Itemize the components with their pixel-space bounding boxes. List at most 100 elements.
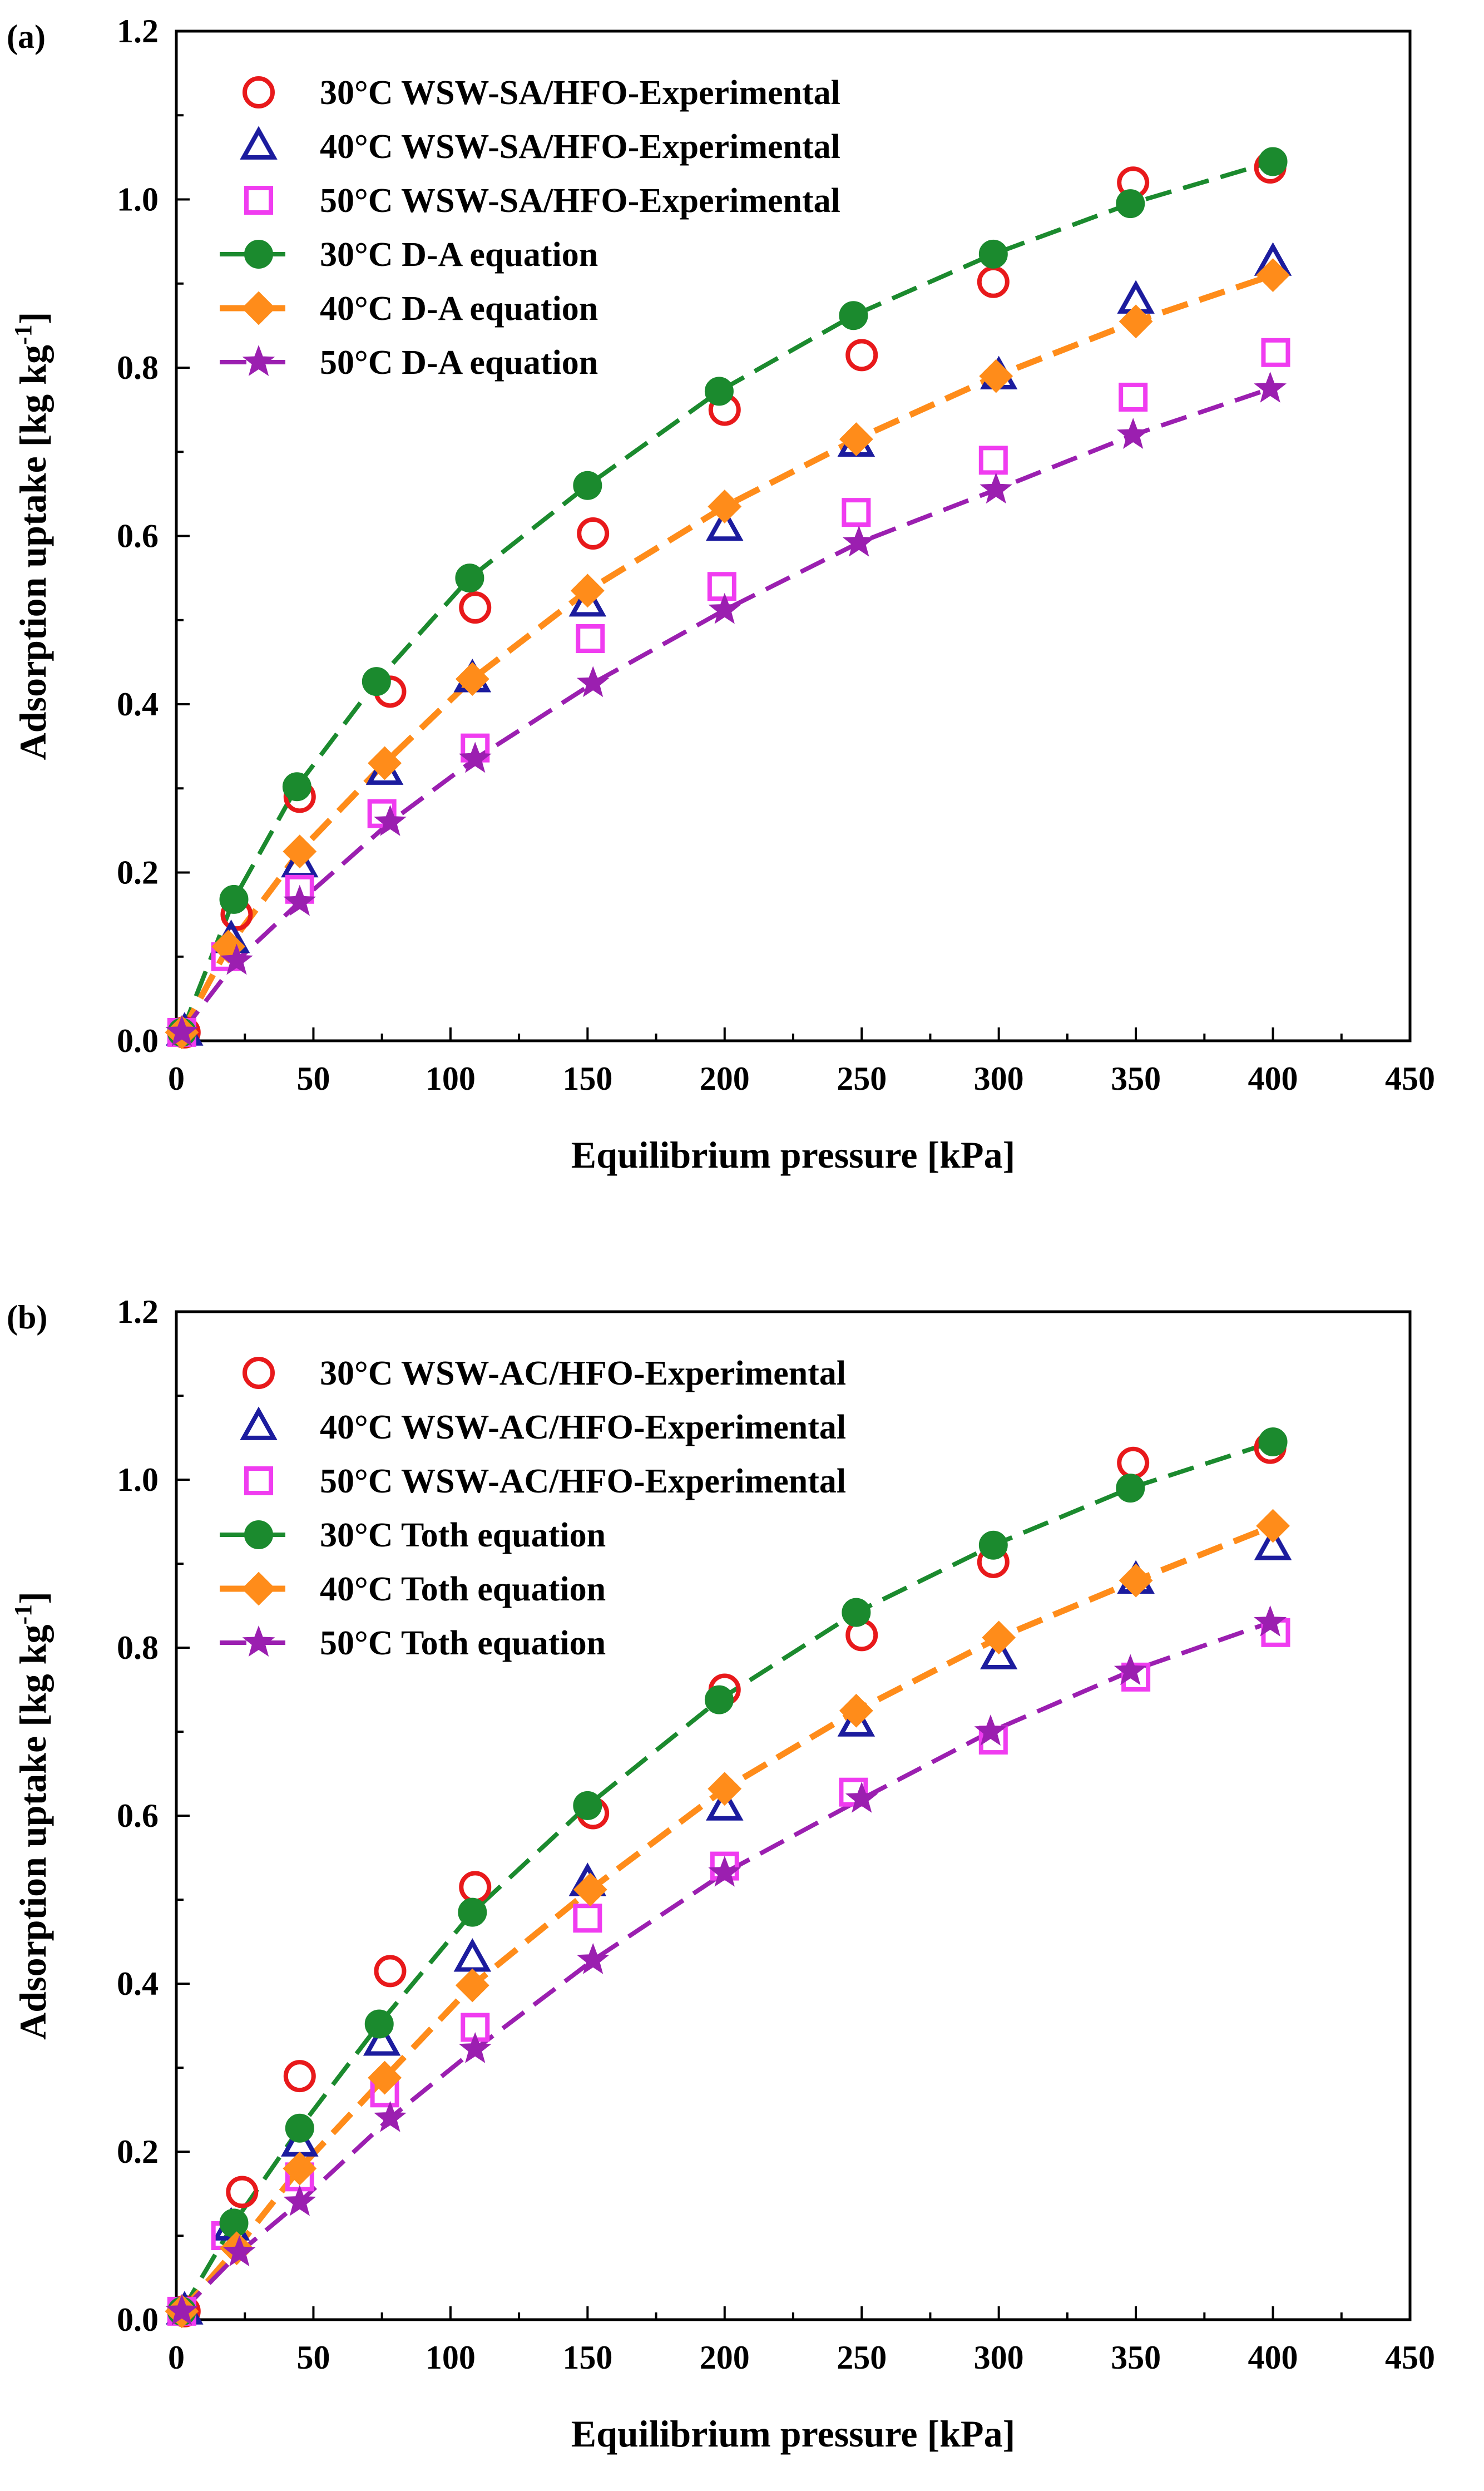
data-point <box>367 799 397 828</box>
series-4 <box>165 1509 1290 2329</box>
legend-label: 50°C D-A equation <box>320 344 598 382</box>
legend-label: 30°C WSW-AC/HFO-Experimental <box>320 1355 846 1392</box>
data-point <box>839 301 868 330</box>
y-tick-label: 0.4 <box>117 1965 159 2002</box>
y-tick-label: 0.4 <box>117 686 159 723</box>
chart-panel-b: (b) 0 50 100 150 200 250 300 350 400 450 0.0 0.2 0.4 0… <box>7 1293 1435 2455</box>
x-tick-label: 200 <box>700 2339 750 2376</box>
data-point <box>1254 371 1287 403</box>
data-point <box>222 2235 256 2267</box>
legend-label: 40°C WSW-AC/HFO-Experimental <box>320 1408 846 1446</box>
data-point <box>1254 1526 1292 1560</box>
legend-item: 50°C Toth equation <box>220 1624 606 1662</box>
y-tick-label: 1.0 <box>117 1461 159 1498</box>
data-point <box>576 666 610 698</box>
data-point <box>978 239 1008 269</box>
data-point <box>374 804 407 836</box>
legend-item: 30°C Toth equation <box>220 1516 606 1554</box>
x-tick-label: 150 <box>562 2339 612 2376</box>
data-point <box>839 1693 873 1728</box>
data-point <box>374 1955 407 1988</box>
y-tick-label: 0.2 <box>117 2133 159 2170</box>
legend-item: 50°C D-A equation <box>220 344 598 382</box>
series-2 <box>167 1618 1290 2326</box>
series-line-3 <box>180 1440 1274 2312</box>
y-tick-label: 0.6 <box>117 1797 159 1834</box>
data-point <box>974 1714 1007 1746</box>
data-point <box>842 1598 871 1627</box>
data-point <box>1114 1654 1147 1686</box>
series-line-5 <box>180 1620 1271 2313</box>
data-point <box>576 624 605 654</box>
legend-marker <box>244 1466 273 1495</box>
x-tick-label: 450 <box>1385 2339 1435 2376</box>
y-axis-title-end: ] <box>12 1592 54 1604</box>
legend-label: 40°C WSW-SA/HFO-Experimental <box>320 128 840 166</box>
x-tick-label: 100 <box>426 1060 476 1097</box>
legend-item: 40°C WSW-SA/HFO-Experimental <box>240 126 840 166</box>
x-tick-label: 400 <box>1248 2339 1298 2376</box>
series-5 <box>165 371 1287 1046</box>
legend-item: 40°C WSW-AC/HFO-Experimental <box>240 1406 846 1446</box>
y-axis-title: Adsorption uptake [kg kg-1] <box>9 1592 54 2040</box>
data-point <box>977 265 1010 298</box>
data-point <box>704 377 734 406</box>
data-point <box>704 1685 734 1714</box>
data-point <box>708 592 741 624</box>
y-tick-label: 1.2 <box>117 13 159 50</box>
data-point <box>1254 1605 1287 1637</box>
data-point <box>283 2151 317 2186</box>
data-point <box>708 1855 741 1887</box>
legend-label: 40°C D-A equation <box>320 290 598 328</box>
data-point <box>285 2113 314 2143</box>
data-point <box>368 2060 402 2095</box>
series-3 <box>167 1427 1288 2326</box>
legend-marker <box>244 240 273 269</box>
data-point <box>980 1635 1018 1669</box>
series-4 <box>165 258 1290 1050</box>
data-point <box>980 472 1013 504</box>
data-point <box>1258 1427 1288 1457</box>
y-axis-title-sup: -1 <box>9 324 37 345</box>
data-point <box>979 359 1013 393</box>
x-tick-label: 100 <box>426 2339 476 2376</box>
data-point <box>283 2184 316 2216</box>
data-point <box>839 422 873 456</box>
data-point <box>364 2009 394 2039</box>
x-tick-label: 350 <box>1111 2339 1161 2376</box>
legend-marker <box>242 1625 275 1657</box>
legend-item: 30°C WSW-AC/HFO-Experimental <box>243 1355 846 1392</box>
data-point <box>1256 258 1290 293</box>
data-point <box>226 2176 259 2208</box>
series-line-5 <box>180 387 1271 1034</box>
legend-marker <box>240 126 278 160</box>
data-point <box>453 1938 492 1972</box>
data-point <box>573 1791 602 1820</box>
data-point <box>842 525 875 557</box>
legend-label: 40°C Toth equation <box>320 1570 606 1608</box>
y-tick-label: 0.8 <box>117 349 159 386</box>
panel-label: (a) <box>7 18 46 55</box>
data-point <box>978 446 1008 475</box>
y-tick-label: 0.0 <box>117 2301 159 2338</box>
y-axis-title-end: ] <box>12 312 54 325</box>
data-point <box>458 1897 487 1927</box>
data-point <box>283 884 316 916</box>
data-point <box>374 2100 407 2132</box>
data-point <box>1116 189 1145 219</box>
y-axis-title-main: Adsorption uptake [kg kg <box>12 345 54 760</box>
data-point <box>706 507 744 541</box>
data-point <box>837 1703 875 1737</box>
legend-item: 50°C WSW-SA/HFO-Experimental <box>244 182 840 220</box>
legend-marker <box>243 76 275 108</box>
data-point <box>283 2060 316 2093</box>
legend-marker <box>241 291 276 325</box>
y-axis-title: Adsorption uptake [kg kg-1] <box>9 312 54 760</box>
y-tick-label: 0.0 <box>117 1022 159 1059</box>
chart-panel-a: (a) 0 50 100 150 200 250 300 350 400 450 0.0 0.2 0.4 0… <box>7 13 1435 1176</box>
data-point <box>978 1530 1008 1560</box>
data-point <box>1117 1446 1150 1479</box>
data-point <box>455 1968 489 2003</box>
data-point <box>362 667 391 696</box>
